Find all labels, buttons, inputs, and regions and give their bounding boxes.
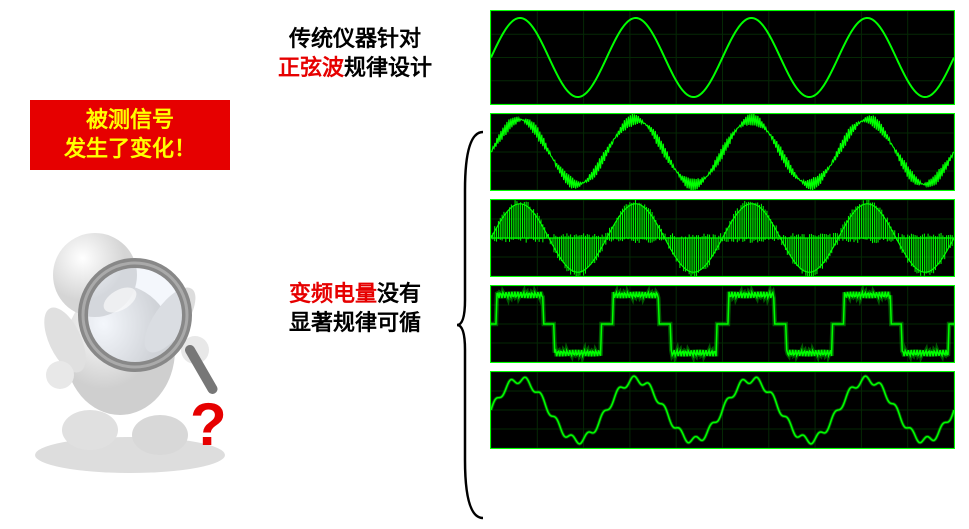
label-top-l1: 传统仪器针对 bbox=[289, 26, 421, 51]
curly-brace bbox=[455, 130, 485, 520]
wave-panel-4 bbox=[490, 371, 955, 449]
callout-line1: 被测信号 bbox=[86, 106, 174, 135]
wave-panel-3 bbox=[490, 285, 955, 363]
callout-line2: 发生了变化！ bbox=[64, 135, 196, 164]
question-mark: ? bbox=[190, 390, 227, 459]
wave-panel-1 bbox=[490, 113, 955, 191]
callout-box: 被测信号 发生了变化！ bbox=[30, 100, 230, 170]
label-mid-l2: 显著规律可循 bbox=[289, 310, 421, 335]
waveform-stack bbox=[490, 10, 955, 457]
label-mid-l1b: 没有 bbox=[377, 281, 421, 306]
label-top-l2r: 正弦波 bbox=[278, 55, 344, 80]
label-mid: 变频电量没有 显著规律可循 bbox=[265, 280, 445, 337]
figure-illustration bbox=[20, 200, 270, 480]
label-top-l2b: 规律设计 bbox=[344, 55, 432, 80]
label-mid-l1r: 变频电量 bbox=[289, 281, 377, 306]
wave-panel-0 bbox=[490, 10, 955, 105]
label-top: 传统仪器针对 正弦波规律设计 bbox=[265, 25, 445, 82]
wave-panel-2 bbox=[490, 199, 955, 277]
